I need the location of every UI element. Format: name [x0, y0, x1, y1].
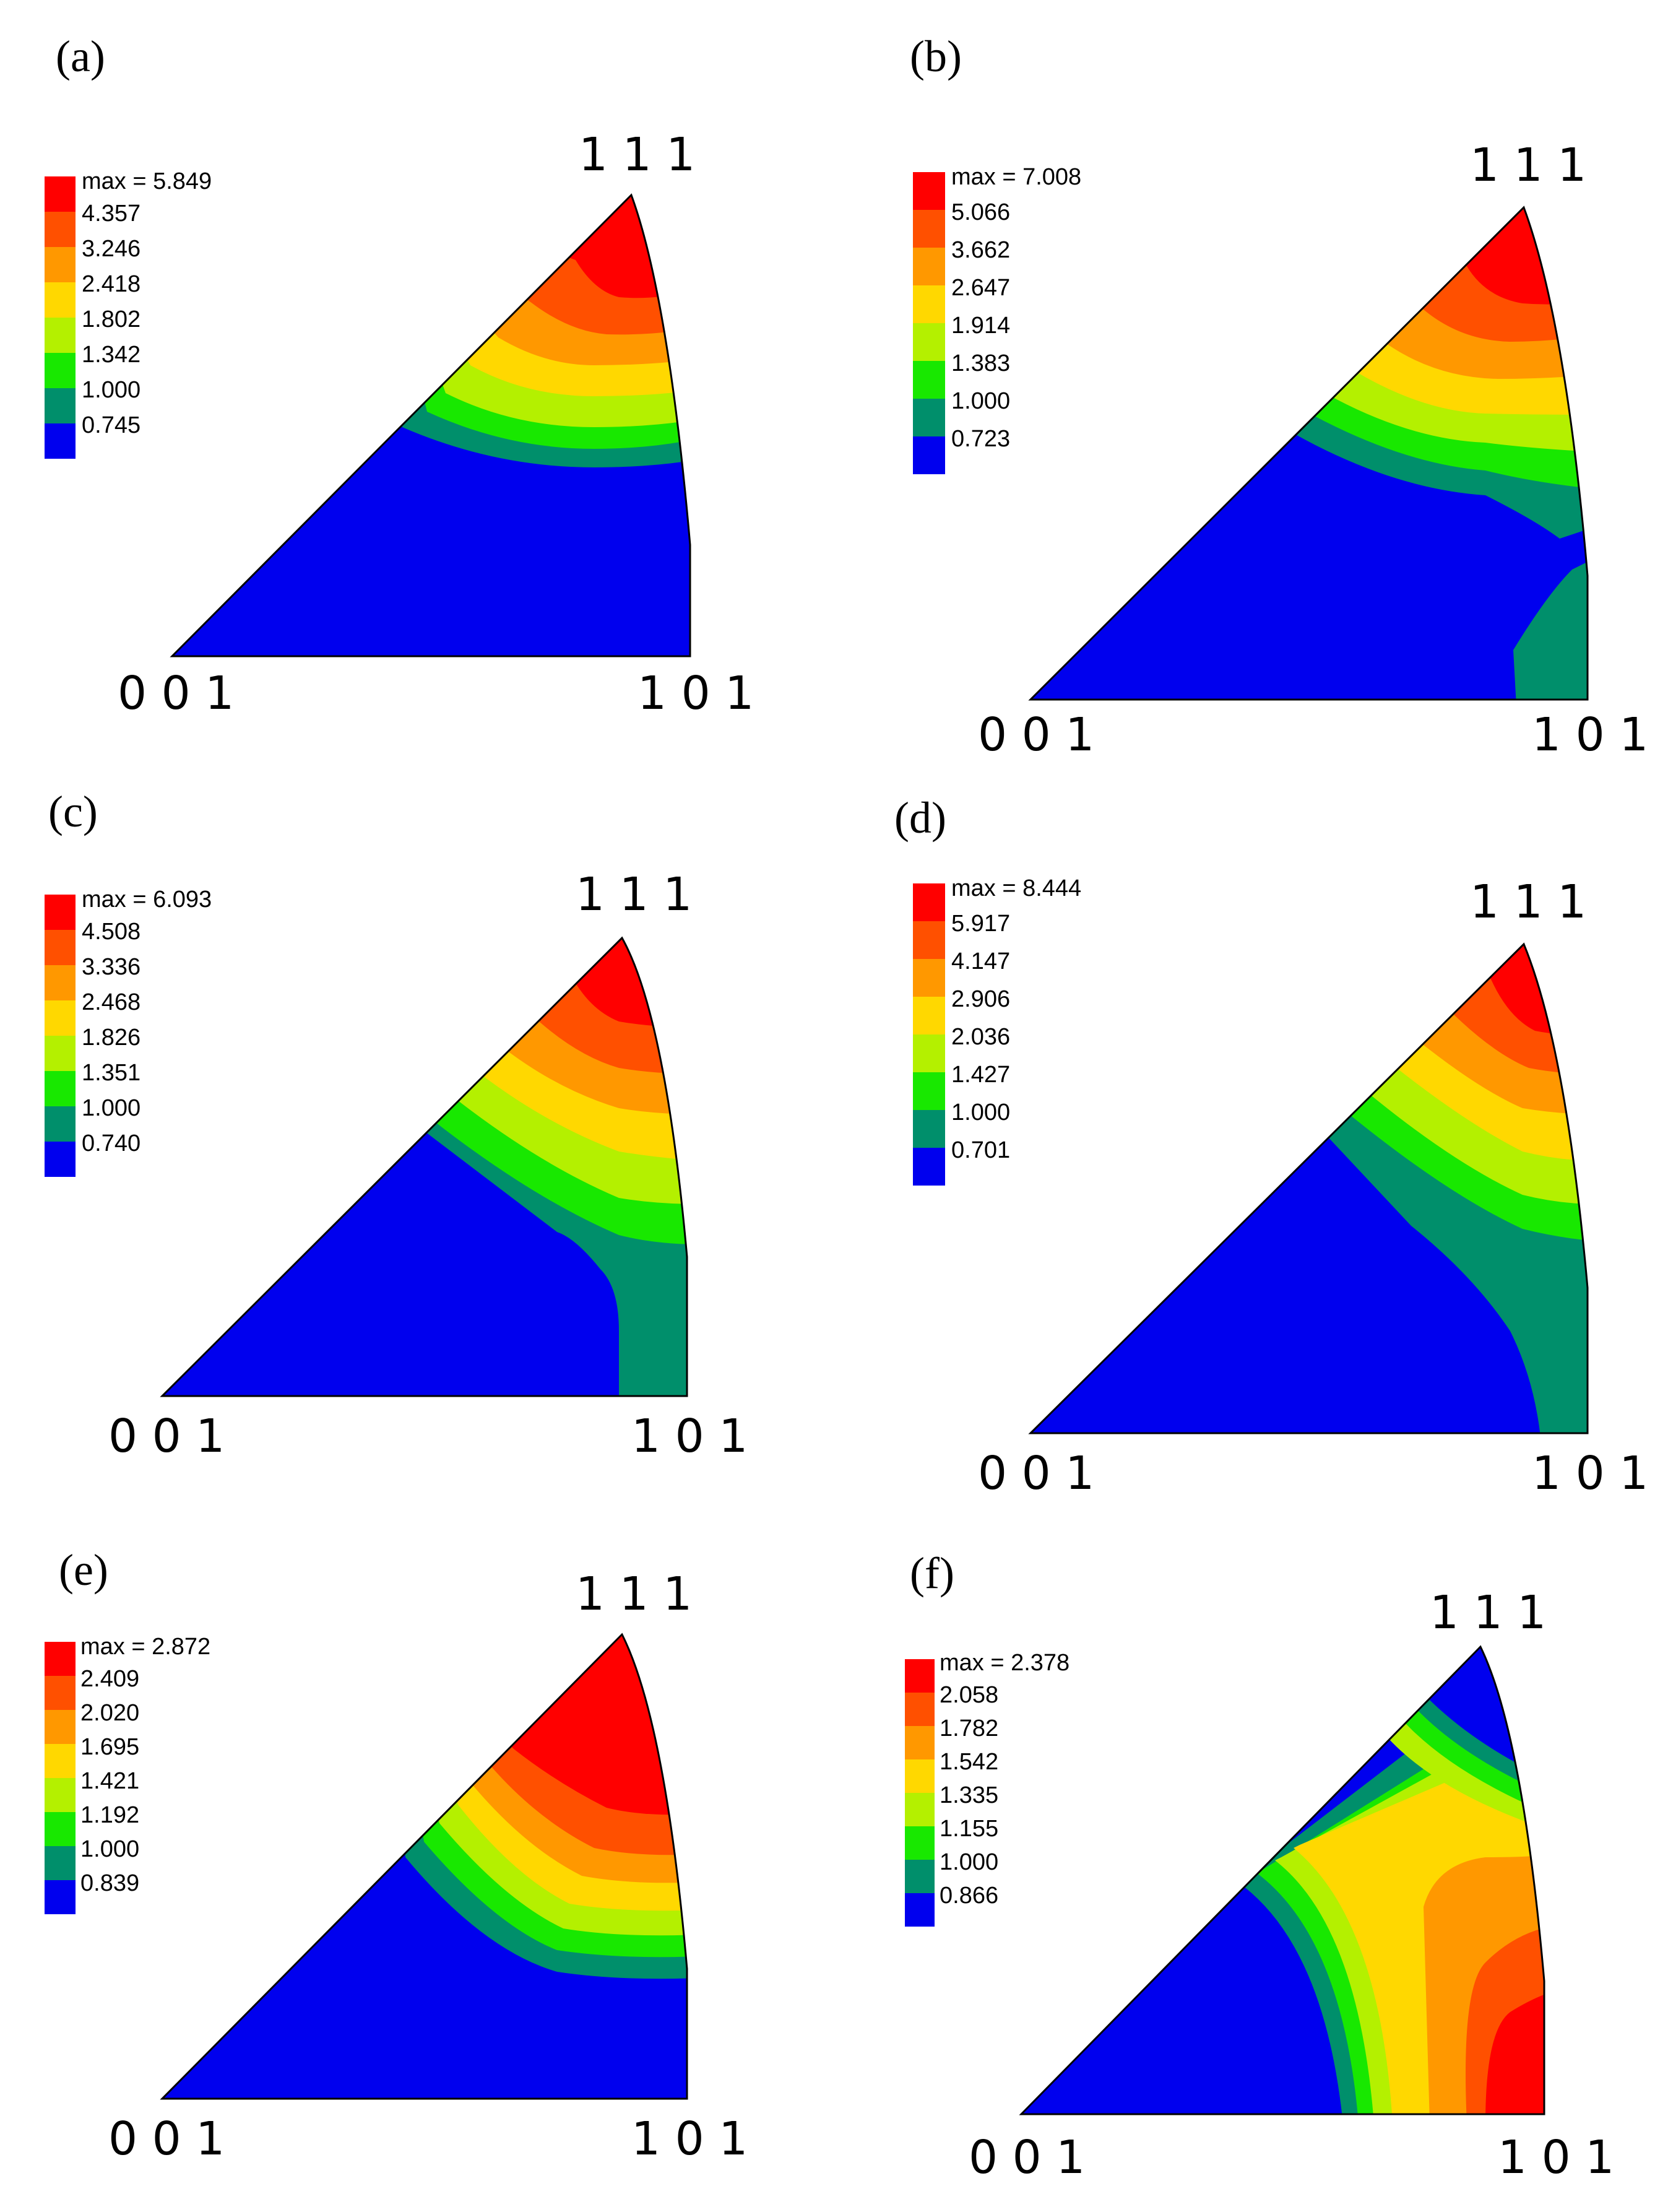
legend-level-f-2: 1.782 — [940, 1715, 998, 1741]
legend-f: max = 2.378 2.058 1.782 1.542 1.335 1.15… — [905, 1650, 1070, 1927]
pole-111-label-e: 1 1 1 — [576, 1568, 692, 1621]
legend-level-d-2: 4.147 — [951, 948, 1010, 974]
legend-level-c-4: 1.826 — [82, 1025, 140, 1051]
legend-level-f-4: 1.335 — [940, 1782, 998, 1808]
legend-level-e-3: 1.695 — [80, 1734, 139, 1760]
panel-a: (a) 1 1 1 0 0 1 1 0 1 max = 5.849 4.357 … — [45, 32, 754, 720]
ipf-outline-a — [170, 193, 691, 657]
panel-f: (f) 1 1 1 0 0 1 1 0 1 max = 2.378 2.058 … — [905, 1548, 1614, 2184]
panel-c: (c) 1 1 1 0 0 1 1 0 1 max = 6.093 4.508 … — [45, 787, 748, 1463]
legend-level-a-2: 3.246 — [82, 236, 140, 262]
pole-111-label-a: 1 1 1 — [579, 128, 695, 181]
pole-111-label-d: 1 1 1 — [1470, 875, 1586, 929]
ipf-contour-c — [162, 938, 687, 1396]
ipf-contour-a — [172, 195, 690, 656]
legend-level-e-1: 2.409 — [80, 1666, 139, 1692]
panel-d: (d) 1 1 1 0 0 1 1 0 1 max = 8.444 5.917 … — [894, 793, 1648, 1500]
pole-101-label-f: 1 0 1 — [1498, 2131, 1614, 2184]
legend-level-b-1: 5.066 — [951, 199, 1010, 225]
pole-001-label-b: 0 0 1 — [978, 708, 1094, 761]
legend-level-b-6: 1.000 — [951, 388, 1010, 414]
legend-level-a-1: 4.357 — [82, 201, 140, 227]
legend-level-a-7: 0.745 — [82, 412, 140, 438]
pole-101-label-a: 1 0 1 — [637, 667, 754, 720]
panel-b: (b) 1 1 1 0 0 1 1 0 1 max = 7.008 5.066 … — [910, 32, 1648, 761]
legend-level-c-5: 1.351 — [82, 1060, 140, 1086]
legend-level-c-6: 1.000 — [82, 1095, 140, 1121]
legend-max-e: max = 2.872 — [80, 1634, 210, 1660]
legend-level-d-4: 2.036 — [951, 1024, 1010, 1050]
legend-level-b-3: 2.647 — [951, 275, 1010, 301]
legend-level-e-2: 2.020 — [80, 1700, 139, 1726]
legend-c: max = 6.093 4.508 3.336 2.468 1.826 1.35… — [45, 887, 212, 1177]
ipf-outline-d — [1028, 942, 1589, 1434]
legend-level-b-5: 1.383 — [951, 350, 1010, 376]
pole-111-label-b: 1 1 1 — [1470, 139, 1586, 192]
ipf-outline-f — [1019, 1645, 1545, 2115]
panel-label-b: (b) — [910, 32, 962, 81]
legend-level-d-7: 0.701 — [951, 1137, 1010, 1163]
legend-level-e-7: 0.839 — [80, 1870, 139, 1896]
panel-label-e: (e) — [59, 1545, 108, 1595]
legend-max-a: max = 5.849 — [82, 168, 212, 194]
ipf-outline-c — [160, 936, 688, 1397]
legend-level-f-3: 1.542 — [940, 1749, 998, 1775]
legend-level-b-4: 1.914 — [951, 313, 1010, 339]
legend-a: max = 5.849 4.357 3.246 2.418 1.802 1.34… — [45, 168, 212, 459]
panel-label-d: (d) — [894, 793, 946, 843]
legend-level-a-4: 1.802 — [82, 306, 140, 332]
pole-101-label-d: 1 0 1 — [1532, 1447, 1648, 1500]
legend-level-d-3: 2.906 — [951, 986, 1010, 1012]
legend-max-b: max = 7.008 — [951, 164, 1081, 190]
legend-level-f-1: 2.058 — [940, 1682, 998, 1708]
legend-level-b-2: 3.662 — [951, 237, 1010, 263]
legend-level-c-2: 3.336 — [82, 954, 140, 980]
panel-e: (e) 1 1 1 0 0 1 1 0 1 max = 2.872 2.409 … — [45, 1545, 748, 2166]
legend-level-c-7: 0.740 — [82, 1130, 140, 1156]
legend-level-f-7: 0.866 — [940, 1883, 998, 1909]
legend-level-d-1: 5.917 — [951, 911, 1010, 937]
legend-max-f: max = 2.378 — [940, 1650, 1070, 1676]
pole-101-label-e: 1 0 1 — [631, 2112, 748, 2166]
legend-max-c: max = 6.093 — [82, 887, 212, 913]
legend-level-e-6: 1.000 — [80, 1836, 139, 1862]
pole-001-label-a: 0 0 1 — [118, 667, 234, 720]
legend-level-c-3: 2.468 — [82, 989, 140, 1015]
ipf-contour-b — [1031, 207, 1588, 700]
legend-level-d-6: 1.000 — [951, 1099, 1010, 1126]
pole-111-label-f: 1 1 1 — [1430, 1586, 1546, 1639]
ipf-contour-f — [1021, 1647, 1544, 2114]
legend-level-e-4: 1.421 — [80, 1768, 139, 1794]
pole-001-label-e: 0 0 1 — [108, 2112, 225, 2166]
legend-level-f-6: 1.000 — [940, 1849, 998, 1875]
ipf-outline-e — [160, 1633, 688, 2100]
pole-001-label-d: 0 0 1 — [978, 1447, 1094, 1500]
legend-level-f-5: 1.155 — [940, 1816, 998, 1842]
legend-level-e-5: 1.192 — [80, 1802, 139, 1828]
legend-level-a-5: 1.342 — [82, 342, 140, 368]
ipf-contour-e — [162, 1634, 687, 2099]
legend-level-c-1: 4.508 — [82, 919, 140, 945]
pole-101-label-b: 1 0 1 — [1532, 708, 1648, 761]
ipf-outline-b — [1028, 206, 1589, 701]
ipf-contour-d — [1031, 944, 1588, 1433]
legend-b: max = 7.008 5.066 3.662 2.647 1.914 1.38… — [913, 164, 1081, 474]
legend-d: max = 8.444 5.917 4.147 2.906 2.036 1.42… — [913, 875, 1081, 1186]
pole-001-label-c: 0 0 1 — [108, 1410, 225, 1463]
legend-level-a-6: 1.000 — [82, 377, 140, 403]
pole-001-label-f: 0 0 1 — [969, 2131, 1085, 2184]
legend-level-d-5: 1.427 — [951, 1062, 1010, 1088]
legend-max-d: max = 8.444 — [951, 875, 1081, 901]
pole-111-label-c: 1 1 1 — [576, 868, 692, 921]
panel-label-f: (f) — [910, 1548, 954, 1598]
legend-level-a-3: 2.418 — [82, 271, 140, 297]
pole-101-label-c: 1 0 1 — [631, 1410, 748, 1463]
panel-label-c: (c) — [48, 787, 98, 836]
panel-label-a: (a) — [56, 32, 105, 81]
legend-level-b-7: 0.723 — [951, 426, 1010, 452]
legend-e: max = 2.872 2.409 2.020 1.695 1.421 1.19… — [45, 1634, 210, 1914]
